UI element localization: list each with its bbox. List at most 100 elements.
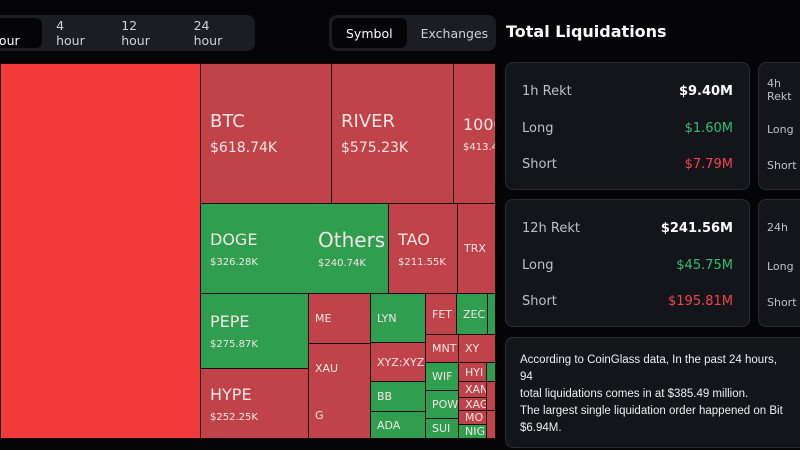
tile-value: $275.87K [210,339,258,350]
tile-value: $252.25K [210,411,258,423]
tile-name: XAU [315,362,339,375]
tile-name: XY [465,342,480,355]
tile-1000[interactable]: 1000 $413.4 [453,63,496,204]
card-12h: 12h Rekt $241.56M Long $45.75M Short $195.8… [505,199,750,327]
tile-tao[interactable]: TAO $211.55K [388,203,458,294]
tile-name: NIG [465,425,485,438]
tab-symbol[interactable]: Symbol [332,18,407,48]
tile-name: XAG [465,397,487,411]
tile-name: Others [318,228,386,252]
tile-name: PEPE [210,312,250,331]
card-label: 24h [767,221,788,234]
tile-pow[interactable]: POW [425,390,459,419]
tile-bb[interactable]: BB [370,381,426,412]
tile-name: BTC [210,111,245,132]
tile-xan[interactable]: XAN [458,381,487,398]
long-value: $1.60M [684,121,733,136]
view-tabs: Symbol Exchanges [329,15,496,51]
tile-xau[interactable]: XAU [308,343,371,393]
tile-name: MO [465,411,484,424]
long-label: Long [767,260,794,273]
tab-24-hour[interactable]: 24 hour [193,18,223,48]
card-1h: 1h Rekt $9.40M Long $1.60M Short $7.79M [505,62,750,190]
tile-others[interactable]: Others $240.74K [309,203,389,294]
tile-ada[interactable]: ADA [370,411,426,439]
tile-name: XYZ:XYZ1 [377,355,426,369]
tile-zec[interactable]: ZEC [456,293,488,335]
tile-value: $240.74K [318,258,366,269]
tile-sui[interactable]: SUI [425,418,459,439]
tile-name: XAN [465,383,487,396]
tile-wif[interactable]: WIF [425,362,459,391]
summary-line: The largest single liquidation order hap… [520,405,783,417]
tile-fet[interactable]: FET [425,293,457,335]
tile-name: ME [315,312,332,325]
summary-box: According to CoinGlass data, In the past… [505,337,800,448]
tab-exchanges[interactable]: Exchanges [420,25,489,41]
tile-tiny[interactable] [486,362,496,382]
tile-name: POW [432,398,459,411]
tile-name: TAO [398,229,430,249]
tab-4-hour[interactable]: 4 hour [56,18,85,48]
tile-top[interactable] [0,63,201,439]
liquidation-treemap: BTC $618.74K RIVER $575.23K 1000 $413.4 DOG… [0,63,496,439]
tile-name: LYN [377,311,397,325]
tile-value: $326.28K [210,256,258,268]
card-4h: 4h Rekt Long Short [758,62,800,190]
card-total: $241.56M [660,221,733,236]
card-total: $9.40M [678,84,733,99]
tile-name: SUI [432,422,451,435]
tile-tiny[interactable] [486,410,496,439]
tile-tiny[interactable] [486,381,496,411]
tile-name: FET [432,307,452,321]
tile-value: $618.74K [210,140,278,156]
time-range-tabs: 1 hour 4 hour 12 hour 24 hour [0,15,255,51]
tile-xy[interactable]: XY [458,334,496,363]
long-label: Long [522,121,554,136]
short-label: Short [767,296,797,309]
tab-12-hour[interactable]: 12 hour [121,18,150,48]
long-label: Long [767,123,794,136]
tile-river[interactable]: RIVER $575.23K [331,63,454,204]
long-label: Long [522,258,554,273]
tile-name: RIVER [341,111,396,132]
tile-value: $575.23K [341,140,409,156]
summary-line: According to CoinGlass data, In the past… [520,354,777,383]
summary-line: $6.94M. [520,422,562,434]
tile-tiny[interactable] [487,293,496,335]
tile-name: HYI [465,365,484,379]
tile-me[interactable]: ME [308,293,371,344]
tile-name: ADA [377,418,401,432]
card-label: 12h Rekt [522,221,580,236]
tile-g[interactable]: G [308,393,371,439]
tile-nig[interactable]: NIG [458,424,487,439]
tile-name: ZEC [463,307,486,321]
tile-name: MNT [432,342,457,355]
short-label: Short [767,159,797,172]
summary-line: total liquidations comes in at $385.49 m… [520,388,749,400]
tile-mo[interactable]: MO [458,410,487,425]
tile-name: TRX [464,242,486,255]
tile-hyi[interactable]: HYI [458,362,487,382]
tile-name: DOGE [210,229,258,249]
tile-value: $413.4 [463,141,496,153]
tile-value: $211.55K [398,256,446,268]
tile-lyn[interactable]: LYN [370,293,426,343]
tile-name: BB [377,390,393,403]
tile-pepe[interactable]: PEPE $275.87K [200,293,309,369]
short-value: $195.81M [668,294,733,309]
long-value: $45.75M [676,258,733,273]
tile-name: HYPE [210,384,252,404]
tile-hype[interactable]: HYPE $252.25K [200,368,309,439]
short-label: Short [522,294,557,309]
panel-title: Total Liquidations [506,22,667,41]
tile-doge[interactable]: DOGE $326.28K [200,203,309,294]
tile-name: WIF [432,370,453,383]
tile-btc[interactable]: BTC $618.74K [200,63,332,204]
tab-1-hour[interactable]: 1 hour [0,18,43,48]
tile-mnt[interactable]: MNT [425,334,459,363]
tile-trx[interactable]: TRX [457,203,496,294]
tile-xag[interactable]: XAG [458,397,487,411]
tile-xyz[interactable]: XYZ:XYZ1 [370,342,426,382]
tile-name: G [315,409,324,422]
